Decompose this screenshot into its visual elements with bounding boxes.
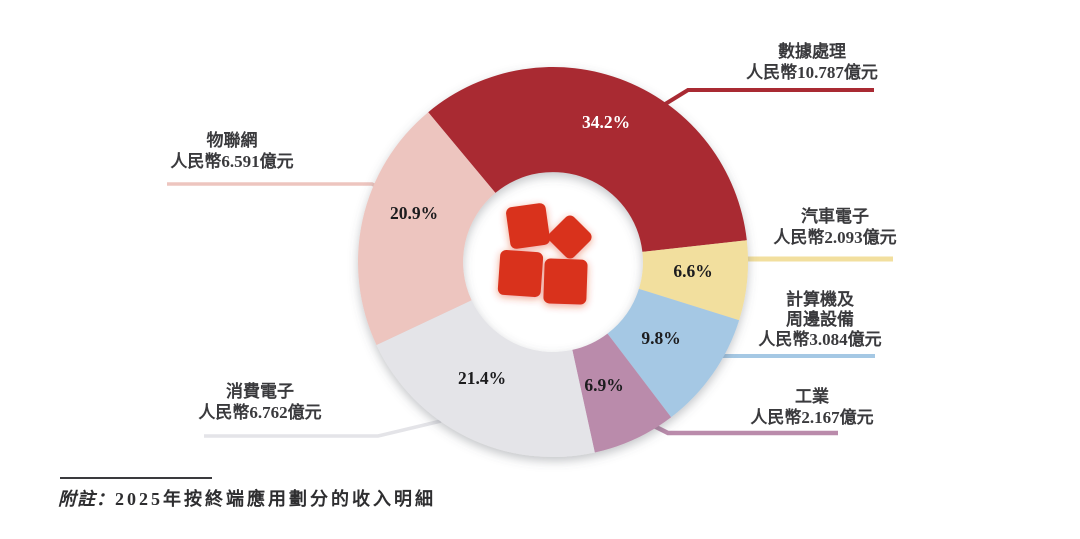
footnote-text: 2025年按終端應用劃分的收入明細: [115, 489, 436, 509]
logo-square-top-right-diamond: [548, 215, 592, 259]
percent-label-computing-peripherals: 9.8%: [641, 328, 680, 348]
percent-label-consumer-electronics: 21.4%: [458, 368, 506, 388]
segment-value: 人民幣2.167億元: [750, 408, 874, 427]
pie-segment-computing-peripherals: [607, 288, 740, 418]
callout-automotive-electronics: 汽車電子 人民幣2.093億元: [735, 206, 935, 248]
segment-name: 數據處理: [778, 42, 846, 61]
callout-consumer-electronics: 消費電子 人民幣6.762億元: [160, 381, 360, 423]
donut-wedges: [357, 67, 749, 458]
callout-computing-peripherals: 計算機及 周邊設備 人民幣3.084億元: [720, 290, 920, 350]
segment-value: 人民幣3.084億元: [758, 330, 882, 349]
segment-name: 工業: [795, 387, 829, 406]
segment-name: 消費電子: [226, 382, 294, 401]
segment-value: 人民幣6.591億元: [170, 152, 294, 171]
segment-name: 計算機及: [786, 290, 854, 309]
gigadevice-four-squares-logo: [497, 203, 592, 305]
footnote: 附註：2025年按終端應用劃分的收入明細: [58, 486, 436, 512]
pie-segment-industrial: [572, 333, 672, 453]
segment-value: 人民幣10.787億元: [746, 63, 878, 82]
logo-square-bottom-right: [543, 258, 588, 305]
percent-label-data-processing: 34.2%: [582, 112, 630, 132]
footnote-prefix: 附註：: [58, 489, 115, 509]
percent-label-iot: 20.9%: [390, 203, 438, 223]
pie-segment-iot: [357, 112, 496, 345]
callout-data-processing: 數據處理 人民幣10.787億元: [712, 41, 912, 83]
callout-iot: 物聯網 人民幣6.591億元: [132, 130, 332, 172]
percent-label-industrial: 6.9%: [584, 375, 623, 395]
leader-line-consumer-electronics: [204, 419, 442, 438]
callout-industrial: 工業 人民幣2.167億元: [712, 386, 912, 428]
percent-label-automotive-electronics: 6.6%: [673, 261, 712, 281]
segment-value: 人民幣2.093億元: [773, 228, 897, 247]
pie-segment-data-processing: [428, 67, 747, 252]
percent-labels: 34.2% 6.6% 9.8% 6.9% 21.4% 20.9%: [390, 112, 713, 395]
logo-square-bottom-left: [497, 249, 544, 298]
segment-name: 周邊設備: [786, 310, 854, 329]
leader-line-iot: [167, 182, 401, 200]
pie-segment-consumer-electronics: [376, 300, 595, 458]
leader-line-computing-peripherals: [693, 354, 875, 380]
segment-value: 人民幣6.762億元: [198, 403, 322, 422]
segment-name: 汽車電子: [801, 207, 869, 226]
logo-square-top-left: [506, 203, 550, 249]
pie-segment-automotive-electronics: [638, 240, 749, 321]
segment-name: 物聯網: [206, 131, 258, 150]
footnote-rule: [60, 477, 212, 479]
leader-line-data-processing: [660, 88, 874, 108]
